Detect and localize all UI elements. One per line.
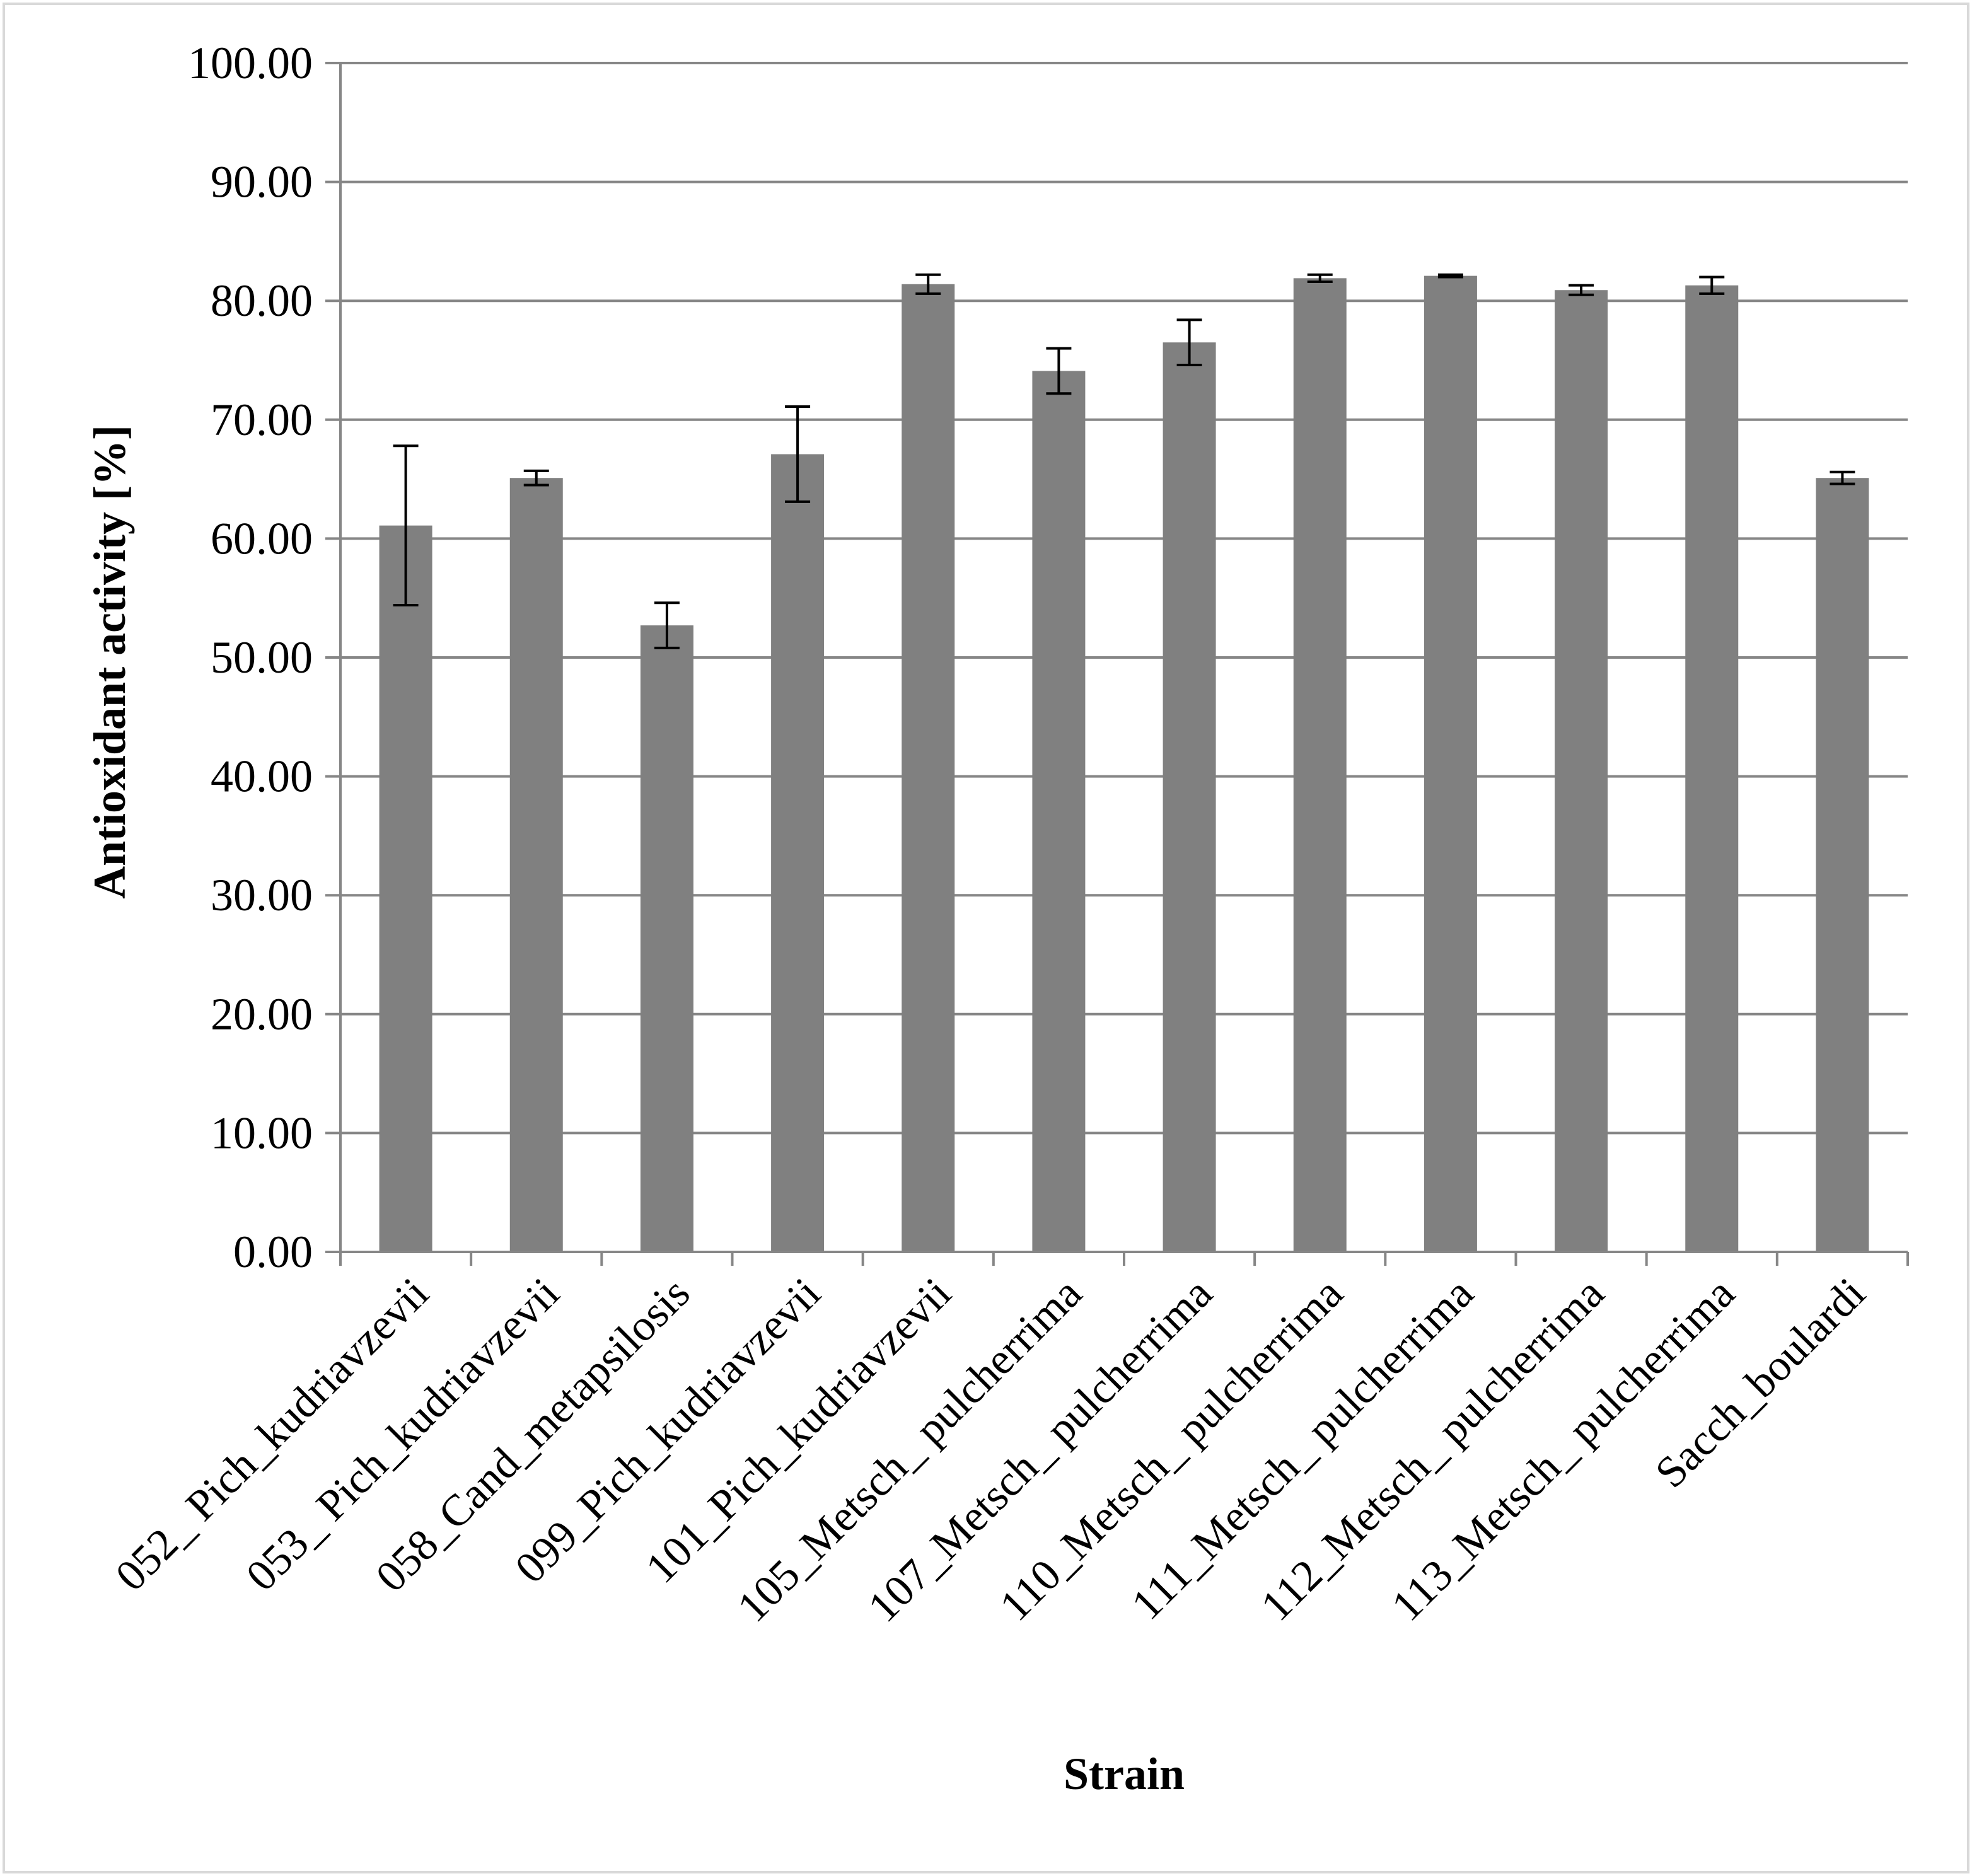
y-tick-labels: 0.00 10.00 20.00 30.00 40.00 50.00 60.00 70.00 8… — [188, 38, 313, 1277]
y-tick-label: 0.00 — [233, 1227, 313, 1277]
y-tick-label: 10.00 — [211, 1108, 313, 1158]
y-tick-label: 20.00 — [211, 989, 313, 1039]
bar — [379, 525, 432, 1252]
error-bar — [523, 469, 549, 487]
error-bar — [1046, 347, 1072, 395]
bar — [1685, 285, 1739, 1252]
axes — [325, 62, 1909, 1266]
error-bar — [654, 601, 680, 649]
chart-border — [3, 3, 1969, 1873]
bar — [1555, 290, 1608, 1252]
bar — [509, 478, 563, 1252]
error-bar — [393, 444, 419, 607]
error-bar — [785, 405, 811, 503]
y-tick-label: 60.00 — [211, 513, 313, 564]
y-tick-label: 80.00 — [211, 275, 313, 326]
error-bar — [1569, 284, 1594, 296]
bar — [902, 284, 955, 1252]
bar — [1816, 478, 1869, 1252]
error-bar — [1176, 318, 1202, 367]
y-tick-label: 70.00 — [211, 395, 313, 445]
error-bar — [1699, 275, 1725, 295]
y-tick-label: 50.00 — [211, 632, 313, 683]
error-bar — [915, 273, 941, 295]
bar — [1032, 371, 1086, 1252]
bars — [379, 275, 1869, 1253]
bar — [1424, 275, 1477, 1252]
error-bars — [393, 273, 1855, 649]
error-bar — [1437, 273, 1463, 279]
y-axis-title: Antioxidant activity [%] — [84, 425, 135, 899]
error-bar — [1307, 273, 1333, 284]
x-axis-title: Strain — [1064, 1749, 1185, 1799]
bar — [640, 625, 693, 1252]
y-tick-label: 90.00 — [211, 157, 313, 207]
y-tick-label: 100.00 — [188, 38, 313, 88]
bar — [1293, 278, 1347, 1253]
bar — [1163, 342, 1216, 1253]
y-tick-label: 40.00 — [211, 751, 313, 802]
bar — [771, 454, 825, 1252]
gridlines — [340, 62, 1908, 1135]
y-tick-label: 30.00 — [211, 870, 313, 920]
error-bar — [1830, 470, 1855, 485]
